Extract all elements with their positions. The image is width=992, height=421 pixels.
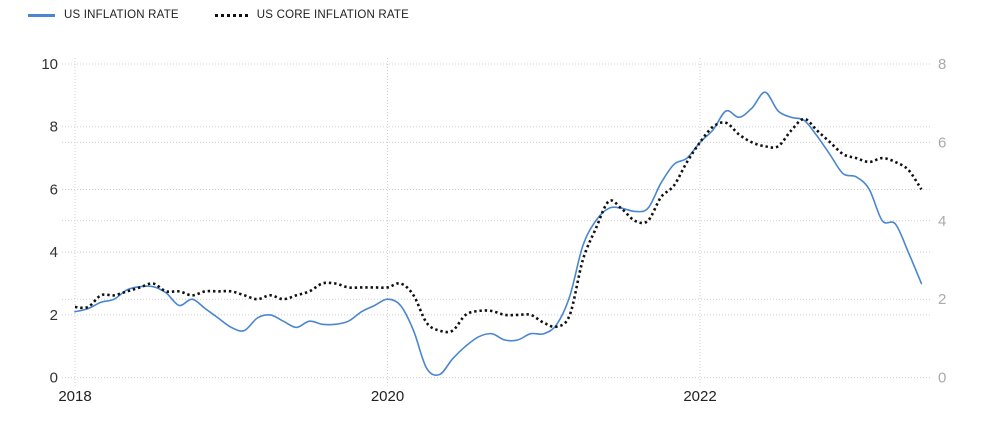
right-axis-tick-label: 4 [938,213,946,230]
solid-line-swatch-icon [28,13,55,17]
series-line-us-inflation-rate [74,91,923,376]
x-axis-tick-label: 2020 [371,388,404,405]
right-axis-tick-label: 6 [938,134,946,151]
x-axis-tick-label: 2018 [58,388,91,405]
x-axis-tick-label: 2022 [683,388,716,405]
legend-item-us-inflation-rate[interactable]: US INFLATION RATE [28,7,179,23]
legend-label-us-inflation-rate: US INFLATION RATE [64,9,179,21]
left-axis-tick-label: 6 [50,181,58,198]
right-axis-tick-label: 2 [938,291,946,308]
left-axis-tick-label: 0 [50,370,58,387]
left-axis-tick-label: 10 [41,56,58,73]
right-axis-tick-label: 0 [938,370,946,387]
legend-label-us-core-inflation-rate: US CORE INFLATION RATE [256,9,410,21]
dotted-line-swatch-icon [214,13,248,17]
chart-legend: US INFLATION RATE US CORE INFLATION RATE [28,7,409,23]
left-axis-tick-label: 2 [50,307,58,324]
series-line-us-core-inflation-rate [74,117,923,334]
left-axis-tick-label: 8 [50,119,58,136]
legend-item-us-core-inflation-rate[interactable]: US CORE INFLATION RATE [214,7,410,23]
left-axis-tick-label: 4 [50,244,58,261]
right-axis-tick-label: 8 [938,56,946,73]
